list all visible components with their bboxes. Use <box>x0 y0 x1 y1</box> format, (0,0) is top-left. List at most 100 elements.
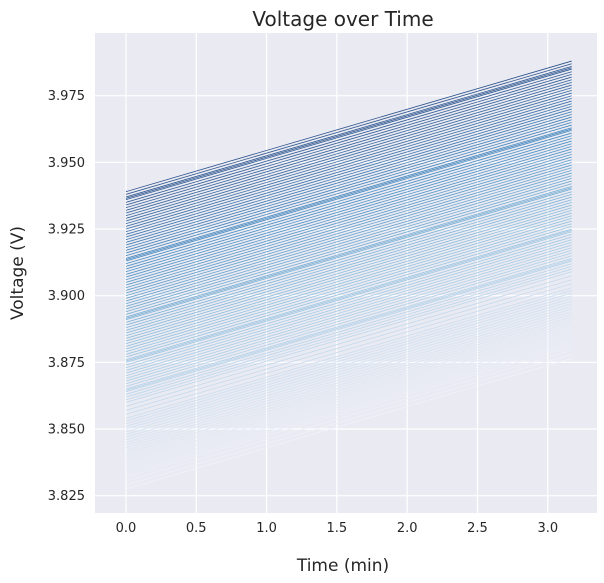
series-line <box>125 92 572 225</box>
series-line <box>125 140 572 273</box>
series-line <box>125 234 572 366</box>
series-line <box>125 63 572 195</box>
series-line <box>125 335 572 467</box>
series-line <box>125 316 572 449</box>
series-line <box>125 207 572 339</box>
x-tick-label: 3.0 <box>537 521 558 536</box>
x-tick-label: 1.5 <box>327 521 348 536</box>
series-line <box>125 90 572 222</box>
series-line <box>125 106 572 238</box>
x-axis-label: Time (min) <box>296 556 389 576</box>
series-line <box>125 103 572 235</box>
series-line <box>125 71 572 203</box>
series-line <box>125 212 572 345</box>
series-lines <box>125 60 572 490</box>
series-line <box>125 84 572 217</box>
series-line <box>125 204 572 337</box>
series-line <box>125 330 572 462</box>
series-line <box>125 226 572 358</box>
series-line <box>125 130 572 262</box>
series-line <box>125 159 572 291</box>
series-line <box>125 354 572 486</box>
series-line <box>125 127 572 259</box>
series-line <box>125 116 572 249</box>
series-line <box>125 167 572 299</box>
series-line <box>125 183 572 315</box>
series-line <box>125 311 572 443</box>
series-line <box>125 180 572 313</box>
series-line <box>125 244 572 377</box>
series-line <box>125 132 572 265</box>
series-line <box>125 266 572 398</box>
series-line <box>125 122 572 254</box>
series-line <box>125 67 572 199</box>
series-line <box>125 228 572 361</box>
series-line <box>125 218 572 350</box>
series-line <box>125 100 572 233</box>
series-line <box>125 138 572 270</box>
series-line <box>125 119 572 251</box>
series-line <box>125 186 572 318</box>
series-line <box>125 202 572 334</box>
series-line <box>125 191 572 323</box>
series-line <box>125 275 572 407</box>
series-line <box>125 178 572 310</box>
series-line <box>125 303 572 435</box>
y-tick-label: 3.950 <box>48 156 85 171</box>
series-line <box>125 300 572 433</box>
series-line <box>125 258 572 390</box>
y-tick-label: 3.900 <box>48 289 85 304</box>
x-tick-label: 0.5 <box>186 521 207 536</box>
series-line <box>125 223 572 355</box>
series-line <box>125 79 572 211</box>
x-tick-label: 1.0 <box>256 521 277 536</box>
series-line <box>125 271 572 403</box>
series-line <box>125 287 572 419</box>
x-tick-labels: 0.0 0.5 1.0 1.5 2.0 2.5 3.0 <box>116 521 559 536</box>
series-line <box>125 210 572 342</box>
series-line <box>125 230 572 362</box>
series-line <box>125 143 572 275</box>
series-line <box>125 188 572 321</box>
series-line <box>125 148 572 281</box>
series-line <box>125 255 572 387</box>
series-line <box>125 332 572 465</box>
series-line <box>125 279 572 411</box>
series-line <box>125 338 572 470</box>
series-line <box>125 66 572 198</box>
series-line <box>125 236 572 369</box>
x-tick-label: 2.0 <box>397 521 418 536</box>
series-line <box>125 322 572 454</box>
series-line <box>125 60 572 193</box>
series-line <box>125 135 572 267</box>
series-line <box>125 156 572 289</box>
series-line <box>125 308 572 441</box>
y-tick-label: 3.875 <box>48 356 85 371</box>
series-line <box>125 151 572 283</box>
y-tick-label: 3.975 <box>48 89 85 104</box>
series-line <box>125 172 572 305</box>
y-tick-label: 3.850 <box>48 423 85 438</box>
series-line <box>125 95 572 227</box>
y-tick-labels: 3.825 3.850 3.875 3.900 3.925 3.950 3.975 <box>48 89 85 504</box>
series-line <box>125 187 572 319</box>
series-line <box>125 298 572 430</box>
series-line <box>125 74 572 206</box>
series-line <box>125 87 572 219</box>
series-line <box>125 314 572 446</box>
series-line <box>125 346 572 478</box>
series-line <box>125 260 572 393</box>
series-line <box>125 343 572 475</box>
x-tick-label: 2.5 <box>467 521 488 536</box>
series-line <box>125 199 572 331</box>
series-line <box>125 283 572 415</box>
series-line <box>125 231 572 363</box>
series-line <box>125 250 572 382</box>
series-line <box>125 263 572 395</box>
series-line <box>125 196 572 329</box>
series-line <box>125 242 572 374</box>
series-line <box>125 324 572 457</box>
series-line <box>125 194 572 326</box>
series-line <box>125 154 572 286</box>
